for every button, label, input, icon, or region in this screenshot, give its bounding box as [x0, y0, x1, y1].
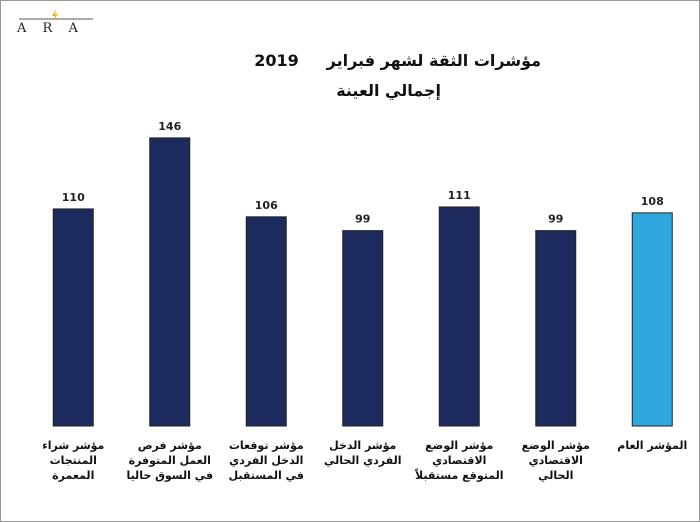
logo-bolt: [52, 9, 58, 21]
x-tick-label: المؤشر العام: [617, 439, 688, 452]
value-label: 111: [448, 189, 471, 202]
value-label: 106: [255, 199, 278, 212]
bar: [342, 230, 384, 427]
bar: [245, 216, 287, 427]
bar: [52, 208, 94, 427]
bar: [438, 206, 480, 427]
x-tick-label: مؤشر الدخل الفردي الحالي: [324, 439, 402, 467]
value-label: 146: [158, 120, 181, 133]
bar: [631, 212, 673, 427]
x-tick-label: مؤشر الوضع الاقتصادي الحالي: [521, 439, 590, 482]
x-tick-label: مؤشر الوضع الاقتصادي المتوقع مستقبلاً: [415, 439, 504, 482]
value-label: 99: [548, 213, 563, 226]
logo: A R A: [17, 21, 84, 36]
value-label: 108: [641, 195, 664, 208]
chart-subtitle: إجمالي العينة: [336, 81, 441, 100]
x-tick-label: مؤشر توقعات الدخل الفردي في المستقبل: [228, 439, 304, 482]
x-tick-label: مؤشر شراء المنتجات المعمرة: [42, 439, 105, 482]
chart-title: مؤشرات الثقة لشهر فبراير 2019: [254, 51, 541, 70]
value-label: 99: [355, 213, 370, 226]
x-tick-label: مؤشر فرص العمل المتوفرة في السوق حاليا: [126, 439, 214, 482]
value-label: 110: [62, 191, 85, 204]
bar: [535, 230, 577, 427]
bar: [149, 137, 191, 427]
